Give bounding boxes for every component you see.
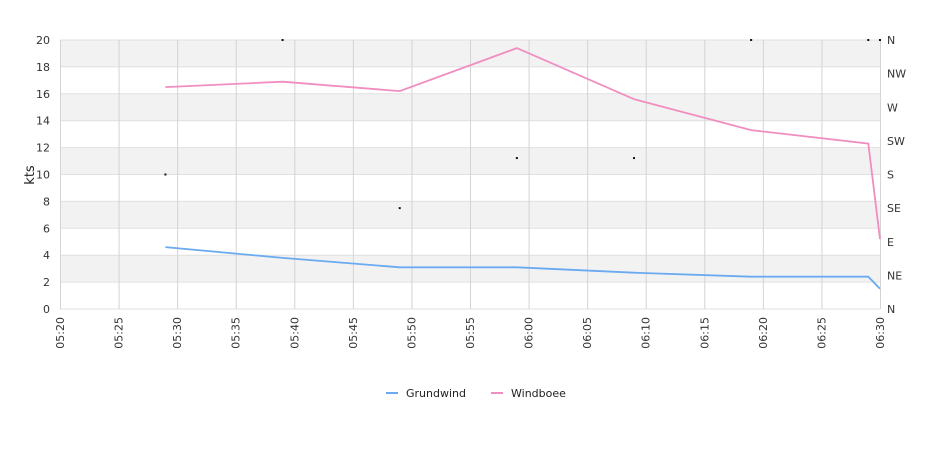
y-tick-label: 0 [43,303,50,316]
direction-tick-label: N [887,303,895,316]
direction-tick-label: NW [887,68,906,81]
direction-tick-label: W [887,101,898,114]
x-tick-label: 05:25 [113,317,126,349]
legend-label-windboee: Windboee [511,387,566,400]
x-tick-label: 06:20 [757,317,770,349]
legend-label-grundwind: Grundwind [406,387,466,400]
x-tick-label: 06:05 [581,317,594,349]
direction-tick-label: S [887,169,894,182]
direction-axis-ticks: N NE E SE S SW W NW N [887,34,906,316]
direction-marker [633,157,635,160]
x-tick-label: 05:45 [347,317,360,349]
y-tick-label: 10 [36,169,50,182]
direction-tick-label: N [887,34,895,47]
series-line-windboee [165,47,881,240]
y-tick-label: 20 [36,34,50,47]
x-tick-label: 05:20 [54,317,67,349]
direction-tick-label: SE [887,202,901,215]
x-tick-label: 06:30 [874,317,887,349]
x-tick-label: 05:30 [171,317,184,349]
direction-marker [879,39,881,41]
direction-markers [164,39,881,210]
x-tick-label: 05:40 [288,317,301,349]
y-axis-ticks: 0 2 4 6 8 10 12 14 16 18 20 [36,34,50,316]
y-tick-label: 14 [36,115,50,128]
y-tick-label: 12 [36,142,50,155]
y-tick-label: 6 [43,222,50,235]
direction-marker [867,39,870,41]
x-tick-label: 06:25 [815,317,828,349]
legend[interactable]: Grundwind Windboee [386,387,566,400]
y-axis-title: kts [23,165,38,185]
x-tick-label: 06:10 [640,317,653,349]
direction-marker [398,207,401,210]
direction-marker [515,157,518,160]
direction-tick-label: SW [887,135,905,148]
y-tick-label: 4 [43,249,50,262]
direction-marker [750,39,753,41]
x-tick-label: 05:50 [405,317,418,349]
x-tick-label: 06:00 [523,317,536,349]
vertical-gridlines [60,40,881,309]
series-lines [165,47,881,290]
x-tick-label: 05:55 [464,317,477,349]
direction-marker [281,39,284,41]
direction-tick-label: NE [887,269,902,282]
x-axis-ticks: 05:20 05:25 05:30 05:35 05:40 05:45 05:50 05:55… [54,317,887,349]
y-tick-label: 8 [43,195,50,208]
y-tick-label: 18 [36,61,50,74]
y-tick-label: 16 [36,88,50,101]
x-tick-label: 05:35 [230,317,243,349]
y-tick-label: 2 [43,276,50,289]
direction-tick-label: E [887,236,894,249]
direction-marker [164,173,167,176]
x-tick-label: 06:15 [698,317,711,349]
series-line-grundwind [165,246,881,290]
